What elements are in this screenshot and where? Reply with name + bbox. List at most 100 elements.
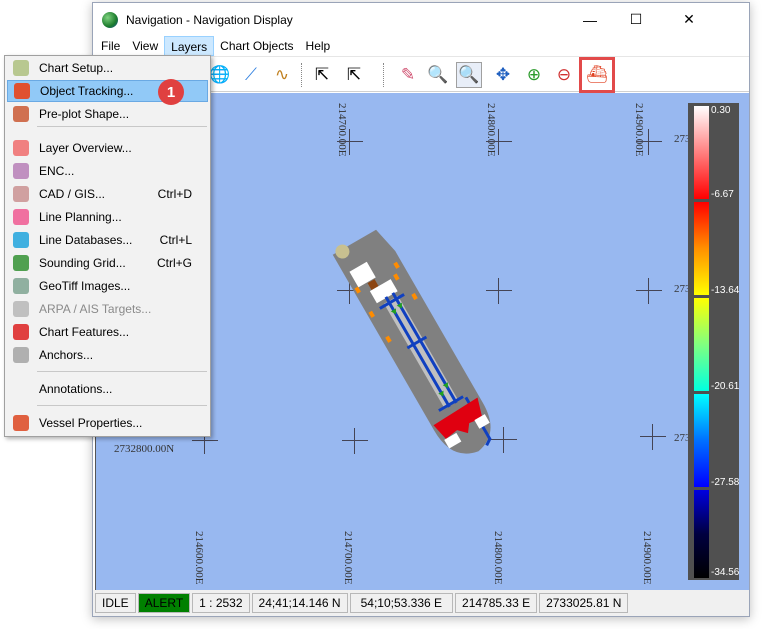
cad-gis-icon: [13, 186, 29, 202]
line-databases-icon: [13, 232, 29, 248]
close-button[interactable]: ✕: [683, 11, 695, 27]
route-icon[interactable]: ∿: [274, 65, 290, 84]
zoom-out-icon[interactable]: ⊖: [556, 65, 572, 84]
maximize-button[interactable]: ☐: [629, 11, 643, 27]
vessel-shape[interactable]: [96, 93, 749, 590]
colorbar-label: -27.58: [711, 477, 740, 488]
menu-item-shortcut: Ctrl+L: [159, 233, 192, 247]
window-title: Navigation - Navigation Display: [126, 12, 293, 27]
menu-item-line-planning[interactable]: Line Planning...: [7, 206, 208, 228]
menu-item-label: CAD / GIS...: [39, 187, 106, 201]
colorbar-label: 0.30: [711, 105, 731, 116]
zoom-window-icon[interactable]: 🔍: [456, 62, 482, 88]
menu-item-label: Object Tracking...: [40, 84, 134, 98]
colorbar-label: -13.64: [711, 285, 740, 296]
menu-item-anchors[interactable]: Anchors...: [7, 344, 208, 366]
menu-separator: [37, 126, 207, 127]
toolbar-separator: [301, 63, 303, 87]
object-tracking-tool-icon[interactable]: ⛴: [579, 57, 615, 93]
grid-cross: [337, 278, 363, 304]
depth-colorbar: 0.30 -6.67 -13.64 -20.61 -27.58 -34.56: [688, 103, 739, 580]
line-planning-icon: [13, 209, 29, 225]
menu-item-label: GeoTiff Images...: [39, 279, 131, 293]
title-bar: Navigation - Navigation Display — ☐ ✕: [93, 3, 749, 36]
menu-item-line-databases[interactable]: Line Databases... Ctrl+L: [7, 229, 208, 251]
menu-chart-objects[interactable]: Chart Objects: [220, 39, 294, 53]
menu-file[interactable]: File: [101, 39, 121, 53]
menu-item-layer-overview[interactable]: Layer Overview...: [7, 137, 208, 159]
colorbar-segment: [694, 298, 709, 391]
globe-tool-icon[interactable]: 🌐: [209, 65, 231, 84]
grid-label-top: 214800.00E: [485, 103, 497, 157]
toolbar-separator: [383, 63, 385, 87]
menu-item-sounding-grid[interactable]: Sounding Grid... Ctrl+G: [7, 252, 208, 274]
menu-item-label: Line Planning...: [39, 210, 122, 224]
menu-separator: [37, 405, 207, 406]
zoom-center-icon[interactable]: 🔍: [427, 65, 449, 84]
layers-dropdown-menu: Chart Setup... Object Tracking... Pre-plot…: [4, 55, 211, 437]
measure-line-icon[interactable]: ⟋: [245, 65, 257, 84]
object-tracking-icon: [14, 83, 30, 99]
status-easting: 214785.33 E: [455, 593, 538, 613]
menu-item-arpa-ais-targets: ARPA / AIS Targets...: [7, 298, 208, 320]
app-globe-icon: [102, 11, 118, 28]
draw-shape-icon[interactable]: ✎: [400, 65, 416, 84]
menu-item-geotiff-images[interactable]: GeoTiff Images...: [7, 275, 208, 297]
menu-item-object-tracking[interactable]: Object Tracking...: [7, 80, 208, 102]
pan-icon[interactable]: ✥: [495, 65, 511, 84]
menu-item-label: ENC...: [39, 164, 75, 178]
menu-item-cad-gis[interactable]: CAD / GIS... Ctrl+D: [7, 183, 208, 205]
status-mode: IDLE: [95, 593, 136, 613]
grid-cross: [491, 427, 517, 453]
menu-bar: File View Layers Chart Objects Help: [93, 36, 749, 56]
menu-layers[interactable]: Layers: [164, 36, 215, 56]
menu-item-label: Layer Overview...: [39, 141, 132, 155]
sounding-grid-icon: [13, 255, 29, 271]
select-target-cursor-icon[interactable]: ⇱: [346, 65, 362, 84]
menu-item-chart-setup[interactable]: Chart Setup...: [7, 57, 208, 79]
menu-item-label: Line Databases...: [39, 233, 133, 247]
menu-item-pre-plot-shape[interactable]: Pre-plot Shape...: [7, 103, 208, 125]
geotiff-icon: [13, 278, 29, 294]
grid-cross: [636, 278, 662, 304]
select-anchor-cursor-icon[interactable]: ⇱: [314, 65, 330, 84]
menu-item-label: Chart Setup...: [39, 61, 114, 75]
menu-item-label: ARPA / AIS Targets...: [39, 302, 152, 316]
grid-label-right: 273: [674, 283, 691, 295]
menu-item-enc[interactable]: ENC...: [7, 160, 208, 182]
colorbar-segment: [694, 202, 709, 295]
colorbar-label: -6.67: [711, 189, 734, 200]
menu-separator: [37, 371, 207, 372]
status-longitude: 54;10;53.336 E: [349, 593, 454, 613]
grid-label-bottom: 214600.00E: [193, 531, 205, 585]
menu-item-chart-features[interactable]: Chart Features...: [7, 321, 208, 343]
menu-item-vessel-properties[interactable]: Vessel Properties...: [7, 412, 208, 434]
grid-cross: [342, 428, 368, 454]
chart-features-icon: [13, 324, 29, 340]
grid-label-bottom: 214900.00E: [641, 531, 653, 585]
grid-cross: [486, 129, 512, 155]
menu-view[interactable]: View: [132, 39, 159, 53]
preplot-shape-icon: [13, 106, 29, 122]
colorbar-label: -20.61: [711, 381, 740, 392]
grid-label-right: 273: [674, 133, 691, 145]
menu-item-label: Chart Features...: [39, 325, 130, 339]
grid-label-bottom: 214800.00E: [492, 531, 504, 585]
status-latitude: 24;41;14.146 N: [251, 593, 348, 613]
colorbar-segment: [694, 106, 709, 199]
minimize-button[interactable]: —: [583, 11, 597, 28]
status-scale: 1 : 2532: [192, 593, 250, 613]
colorbar-segment: [694, 490, 709, 578]
grid-cross: [192, 428, 218, 454]
grid-label-left: 2732800.00N: [114, 443, 175, 455]
zoom-in-icon[interactable]: ⊕: [526, 65, 542, 84]
menu-item-shortcut: Ctrl+D: [157, 187, 192, 201]
colorbar-segment: [694, 394, 709, 487]
menu-help[interactable]: Help: [305, 39, 331, 53]
status-bar: IDLE ALERT 1 : 2532 24;41;14.146 N 54;10…: [93, 590, 749, 616]
grid-label-top: 214900.00E: [633, 103, 645, 157]
chart-setup-icon: [13, 60, 29, 76]
status-northing: 2733025.81 N: [539, 593, 629, 613]
grid-cross: [337, 129, 363, 155]
menu-item-annotations[interactable]: Annotations...: [7, 378, 208, 400]
